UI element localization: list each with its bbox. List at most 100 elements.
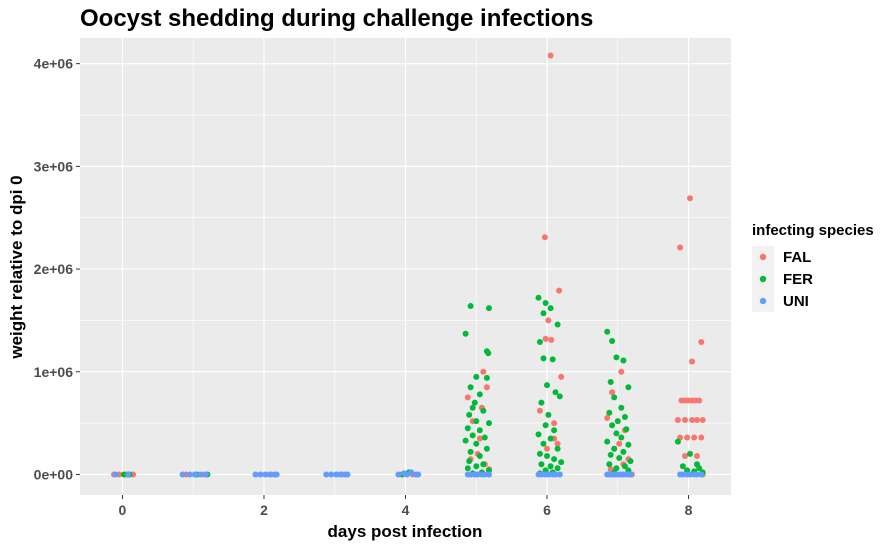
point-fer — [464, 425, 471, 432]
legend-label-fal: FAL — [783, 249, 811, 266]
point-fal — [556, 287, 563, 294]
point-fer — [679, 463, 686, 470]
point-fer — [545, 411, 552, 418]
point-fal — [691, 434, 698, 441]
point-fer — [604, 438, 611, 445]
point-fal — [694, 453, 700, 459]
point-fer — [466, 458, 473, 465]
point-uni — [257, 471, 264, 478]
point-uni — [467, 471, 474, 478]
point-fer — [540, 355, 547, 362]
point-fal — [476, 435, 483, 442]
point-uni — [252, 471, 259, 478]
point-uni — [262, 471, 269, 478]
point-fal — [698, 434, 705, 441]
point-fer — [469, 432, 476, 439]
point-fer — [604, 328, 611, 335]
point-uni — [698, 471, 705, 478]
point-fer — [469, 404, 476, 411]
x-tick-label: 2 — [260, 502, 268, 518]
legend: infecting species FAL FER UNI — [752, 222, 874, 312]
point-fer — [480, 407, 487, 414]
point-fer — [621, 414, 628, 420]
point-fer — [538, 461, 545, 468]
point-fer — [536, 450, 543, 457]
point-uni — [694, 471, 700, 478]
point-fer — [696, 465, 703, 472]
point-fer — [618, 404, 625, 411]
point-uni — [186, 471, 193, 478]
point-fer — [625, 384, 632, 391]
point-fer — [540, 310, 547, 317]
point-fer — [473, 440, 480, 447]
point-fal — [687, 195, 693, 202]
legend-label-uni: UNI — [783, 293, 809, 310]
point-fer — [476, 453, 483, 459]
x-tick-label: 4 — [402, 502, 410, 518]
point-uni — [486, 471, 492, 478]
point-fal — [536, 407, 543, 414]
point-fer — [620, 448, 627, 455]
point-fal — [694, 417, 700, 423]
point-uni — [538, 471, 545, 478]
point-fal — [544, 445, 550, 452]
y-axis-title: weight relative to dpi 0 — [7, 175, 26, 359]
point-fer — [627, 458, 634, 465]
point-uni — [191, 471, 198, 478]
point-fer — [623, 426, 630, 433]
point-fer — [607, 451, 614, 458]
point-fal — [698, 339, 705, 345]
point-fer — [554, 465, 561, 472]
point-fer — [471, 399, 478, 406]
point-fal — [464, 394, 471, 401]
point-fer — [544, 382, 550, 389]
point-fer — [614, 418, 621, 425]
point-uni — [179, 471, 186, 478]
point-fal — [541, 234, 548, 241]
point-fer — [618, 434, 625, 441]
point-fer — [540, 440, 547, 447]
point-fer — [473, 463, 480, 470]
point-fer — [621, 463, 628, 470]
point-fal — [609, 389, 616, 396]
point-fal — [542, 335, 549, 342]
point-fer — [462, 437, 469, 444]
point-fer — [616, 455, 623, 461]
point-uni — [627, 471, 634, 478]
point-uni — [395, 471, 402, 478]
point-fal — [677, 244, 684, 251]
point-fal — [674, 417, 681, 423]
point-fer — [480, 461, 487, 468]
legend-marker-fer — [759, 275, 767, 283]
x-axis: 0 2 4 6 8 — [119, 495, 693, 518]
point-uni — [337, 471, 344, 478]
point-fer — [674, 438, 681, 445]
point-uni — [273, 471, 280, 478]
point-fal — [682, 453, 688, 459]
point-uni — [545, 471, 552, 478]
point-uni — [474, 471, 481, 478]
point-uni — [415, 471, 422, 478]
point-fer — [547, 305, 554, 312]
y-tick-label: 4e+06 — [34, 56, 74, 72]
point-fer — [535, 431, 542, 438]
point-fal — [696, 397, 703, 404]
point-fer — [542, 422, 549, 429]
point-fer — [483, 445, 490, 452]
point-fer — [613, 354, 620, 361]
point-uni — [344, 471, 351, 478]
point-fer — [473, 373, 480, 380]
point-uni — [266, 471, 273, 478]
y-tick-label: 0e+00 — [34, 466, 74, 482]
point-fer — [552, 389, 559, 396]
point-fal — [551, 420, 558, 427]
point-uni — [481, 471, 488, 478]
legend-marker-uni — [759, 297, 767, 305]
data-points — [111, 52, 706, 478]
point-fer — [481, 434, 488, 441]
point-fer — [611, 394, 618, 401]
point-fer — [120, 471, 127, 478]
point-uni — [408, 469, 415, 476]
point-fal — [682, 417, 688, 423]
point-fer — [473, 418, 480, 425]
